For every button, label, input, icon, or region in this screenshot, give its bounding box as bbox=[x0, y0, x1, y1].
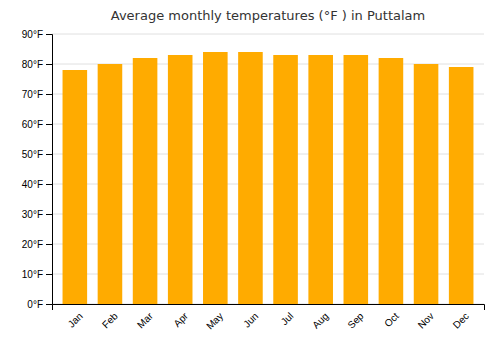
tick: 90°F bbox=[22, 29, 52, 40]
tick: Apr bbox=[171, 310, 190, 329]
tick: 50°F bbox=[22, 149, 52, 160]
tick: Aug bbox=[310, 310, 330, 330]
tick-mark bbox=[46, 244, 52, 245]
bar bbox=[449, 67, 474, 304]
tick-label: 90°F bbox=[22, 29, 43, 40]
tick-mark bbox=[46, 274, 52, 275]
bar bbox=[344, 55, 369, 304]
grid bbox=[52, 34, 484, 304]
tick-mark bbox=[46, 304, 52, 305]
tick-label: 80°F bbox=[22, 59, 43, 70]
chart: 0°F 10°F 20°F 30°F 40°F 50°F 60°F 70°F 80°F 90°F J… bbox=[0, 0, 500, 350]
tick-label: Jun bbox=[241, 310, 260, 329]
bar bbox=[63, 70, 88, 304]
tick-label: Jan bbox=[66, 310, 85, 329]
axis-line bbox=[53, 305, 485, 311]
tick-mark bbox=[46, 154, 52, 155]
tick-label: 50°F bbox=[22, 149, 43, 160]
tick: 0°F bbox=[27, 299, 52, 310]
tick: Feb bbox=[100, 310, 120, 330]
tick: 10°F bbox=[22, 269, 52, 280]
tick: 70°F bbox=[22, 89, 52, 100]
tick-mark bbox=[46, 94, 52, 95]
tick-label: 40°F bbox=[22, 179, 43, 190]
tick-label: Apr bbox=[171, 310, 190, 329]
tick-label: Nov bbox=[416, 310, 436, 330]
bar bbox=[98, 64, 123, 304]
tick: May bbox=[204, 310, 225, 331]
tick: Jul bbox=[279, 310, 296, 327]
tick-label: Feb bbox=[100, 310, 120, 330]
bar bbox=[203, 52, 228, 304]
tick: Nov bbox=[416, 310, 436, 330]
tick-label: Aug bbox=[310, 310, 330, 330]
tick: Oct bbox=[382, 310, 401, 329]
tick-label: 20°F bbox=[22, 239, 43, 250]
tick-label: Dec bbox=[451, 310, 471, 330]
tick: 80°F bbox=[22, 59, 52, 70]
tick: Mar bbox=[135, 310, 155, 330]
tick-mark bbox=[46, 34, 52, 35]
bars bbox=[63, 52, 474, 304]
tick-mark bbox=[46, 64, 52, 65]
tick: Jan bbox=[66, 310, 85, 329]
x-axis: Jan Feb Mar Apr May Jun Jul Aug Sep Oct Nov Dec bbox=[53, 305, 485, 332]
bar bbox=[238, 52, 263, 304]
tick-mark bbox=[46, 214, 52, 215]
bar bbox=[308, 55, 333, 304]
title: Average monthly temperatures (°F ) in Pu… bbox=[111, 8, 425, 23]
tick-label: 10°F bbox=[22, 269, 43, 280]
tick: Dec bbox=[451, 310, 471, 330]
tick: 60°F bbox=[22, 119, 52, 130]
tick-label: Mar bbox=[135, 310, 155, 330]
tick-label: 60°F bbox=[22, 119, 43, 130]
tick-label: Sep bbox=[345, 310, 366, 331]
tick-mark bbox=[46, 184, 52, 185]
bar bbox=[414, 64, 439, 304]
tick: 40°F bbox=[22, 179, 52, 190]
bar bbox=[168, 55, 193, 304]
tick-label: 30°F bbox=[22, 209, 43, 220]
tick: Sep bbox=[345, 310, 366, 331]
bar bbox=[379, 58, 404, 304]
tick-label: May bbox=[204, 310, 225, 331]
bar bbox=[133, 58, 158, 304]
tick: Jun bbox=[241, 310, 260, 329]
y-axis: 0°F 10°F 20°F 30°F 40°F 50°F 60°F 70°F 80°F 90°F bbox=[22, 29, 53, 310]
tick-label: Oct bbox=[382, 310, 401, 329]
tick-label: 0°F bbox=[27, 299, 43, 310]
tick-label: Jul bbox=[279, 310, 296, 327]
tick: 20°F bbox=[22, 239, 52, 250]
plot: 0°F 10°F 20°F 30°F 40°F 50°F 60°F 70°F 80°F 90°F J… bbox=[22, 29, 485, 332]
grid-line bbox=[52, 34, 484, 35]
bar bbox=[273, 55, 298, 304]
tick-mark bbox=[46, 124, 52, 125]
tick-label: 70°F bbox=[22, 89, 43, 100]
axis-line bbox=[46, 35, 53, 305]
tick: 30°F bbox=[22, 209, 52, 220]
